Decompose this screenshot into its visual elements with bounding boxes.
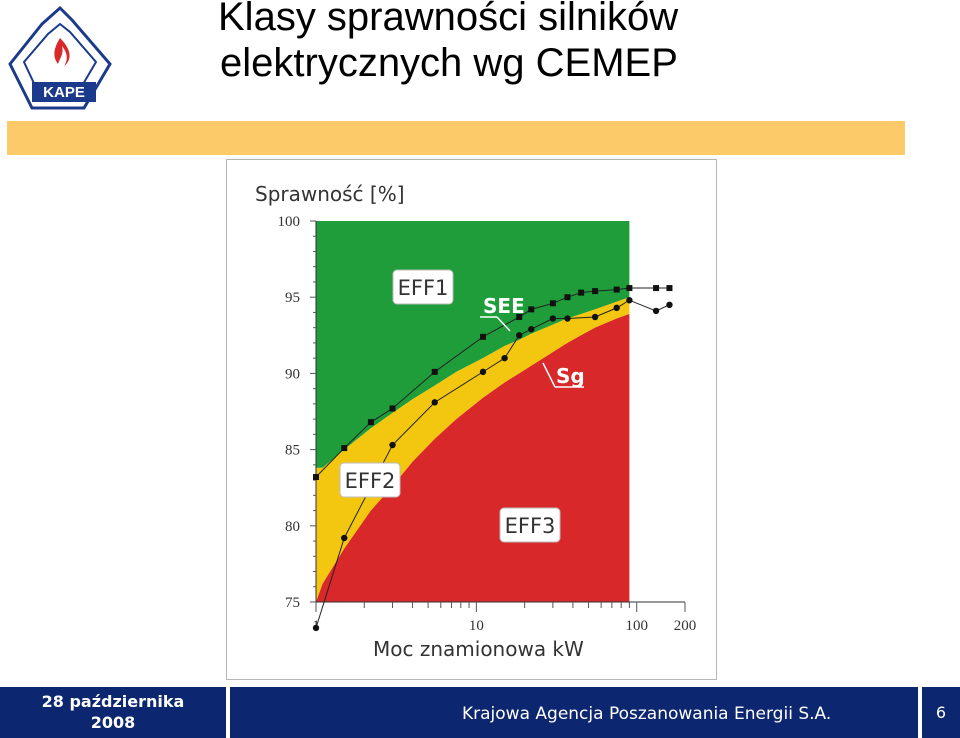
data-point-sg	[564, 315, 571, 322]
data-point-see	[389, 405, 396, 412]
y-tick-label: 95	[285, 290, 300, 306]
data-point-see	[528, 306, 535, 313]
data-point-see	[592, 288, 599, 295]
x-axis-title: Moc znamionowa kW	[373, 637, 584, 661]
data-point-sg	[626, 297, 633, 304]
series-line-see	[315, 287, 670, 478]
data-point-sg	[501, 354, 508, 362]
data-point-sg	[528, 326, 535, 333]
page-number: 6	[922, 687, 960, 738]
data-point-sg	[591, 313, 599, 321]
label-eff2-box	[339, 462, 401, 498]
logo-outline	[8, 5, 112, 110]
label-see: SEE	[483, 294, 525, 318]
see-pointer	[496, 316, 511, 332]
x-tick-label: 200	[674, 618, 697, 634]
y-tick-label: 90	[285, 366, 300, 382]
title-line-1: Klasy sprawności silników	[218, 0, 679, 39]
y-axis-title: Sprawność [%]	[255, 182, 405, 206]
flame-icon	[54, 38, 70, 66]
kape-logo: KAPE	[8, 5, 112, 110]
data-point-see	[549, 300, 556, 307]
data-point-see	[367, 419, 374, 426]
data-point-see	[313, 474, 319, 481]
footer-date-line-1: 28 października	[41, 692, 185, 711]
y-tick-label: 75	[285, 595, 300, 611]
footer-date-line-2: 2008	[90, 713, 136, 732]
series-lines	[312, 285, 673, 632]
footer-bar	[230, 687, 918, 738]
data-point-see	[564, 294, 571, 301]
data-point-sg	[549, 315, 557, 322]
data-point-sg	[652, 307, 660, 315]
data-point-sg	[431, 399, 438, 406]
y-tick-label: 85	[285, 443, 300, 459]
title-line-2: elektrycznych wg CEMEP	[220, 41, 678, 85]
efficiency-chart: 1009590858075110100200 Sprawność [%]Moc …	[255, 182, 697, 661]
footer-organization: Krajowa Agencja Poszanowania Energii S.A…	[462, 704, 832, 724]
label-eff3-box	[499, 507, 561, 543]
data-point-see	[613, 286, 620, 293]
logo-banner	[32, 82, 96, 102]
sg-pointer	[542, 362, 556, 388]
label-sg: Sg	[556, 364, 585, 388]
class-regions	[316, 221, 630, 602]
logo-text: KAPE	[43, 84, 85, 101]
footer-date: 28 października 2008	[0, 687, 226, 738]
y-tick-label: 100	[278, 214, 301, 230]
data-point-sg	[516, 332, 523, 339]
efficiency-chart-frame: 1009590858075110100200 Sprawność [%]Moc …	[226, 159, 717, 680]
data-point-sg	[666, 301, 673, 309]
data-point-see	[666, 285, 673, 292]
data-point-see	[578, 289, 585, 296]
data-point-see	[653, 285, 660, 292]
label-eff3: EFF3	[505, 514, 556, 538]
data-point-see	[341, 445, 348, 452]
chart-labels: Sprawność [%] Moc znamionowa kW EFF1 EFF2 EF…	[255, 182, 585, 661]
label-eff1-box	[392, 269, 454, 305]
y-tick-label: 80	[285, 519, 300, 535]
label-eff2: EFF2	[345, 469, 396, 493]
data-point-sg	[479, 368, 487, 376]
data-point-sg	[613, 304, 620, 312]
data-point-sg	[341, 534, 348, 542]
data-point-see	[516, 314, 523, 321]
data-point-see	[626, 285, 633, 292]
eff2-region	[316, 297, 630, 602]
data-point-sg	[312, 624, 320, 632]
title-underline-band	[7, 121, 905, 155]
x-tick-label: 10	[469, 618, 484, 634]
page-title: Klasy sprawności silników elektrycznych …	[218, 0, 898, 86]
data-point-see	[480, 333, 487, 340]
x-tick-label: 100	[625, 618, 648, 634]
data-point-sg	[389, 441, 396, 449]
data-point-see	[431, 368, 438, 375]
label-eff1: EFF1	[398, 276, 449, 300]
